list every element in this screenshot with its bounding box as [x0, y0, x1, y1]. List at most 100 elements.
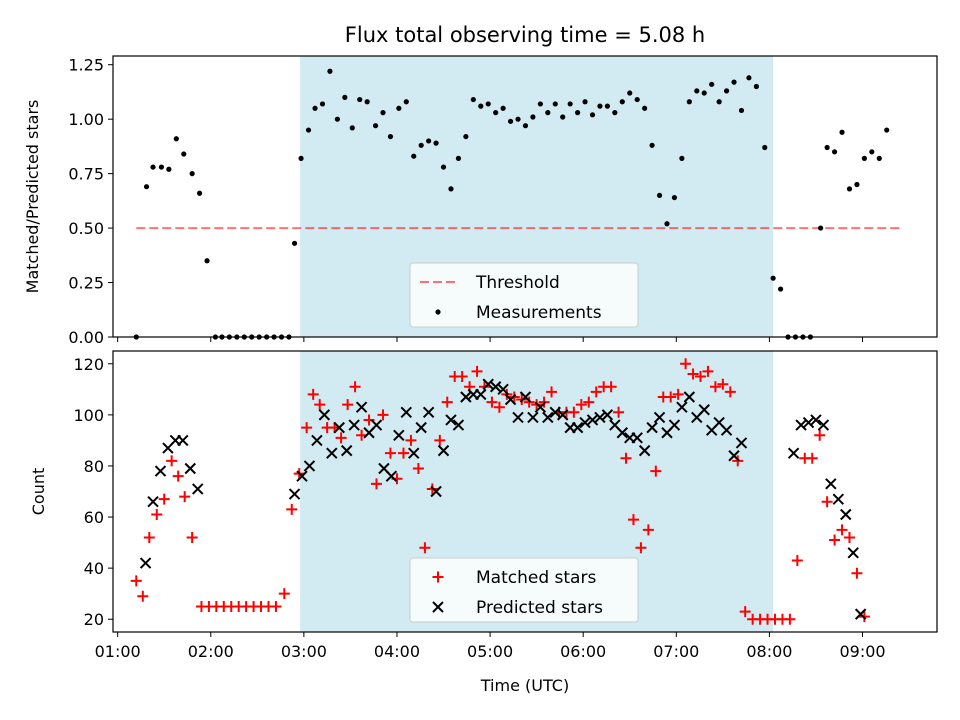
y-tick-label: 1.25: [68, 56, 104, 75]
data-point: [327, 68, 333, 74]
legend-box: [409, 557, 639, 623]
legend-marker: [435, 309, 441, 315]
data-point: [370, 478, 382, 490]
data-point: [646, 421, 658, 434]
data-point: [668, 419, 681, 431]
data-point: [196, 190, 203, 196]
data-point: [664, 221, 670, 227]
data-point: [158, 164, 165, 170]
data-point: [173, 136, 179, 142]
data-point: [334, 116, 340, 122]
data-point: [709, 81, 715, 87]
data-point: [326, 447, 338, 459]
data-point: [186, 531, 198, 543]
data-point: [504, 393, 517, 406]
data-point: [415, 421, 427, 434]
data-point: [397, 447, 409, 459]
data-point: [601, 409, 614, 421]
series-predicted-stars: [139, 378, 867, 620]
data-point: [426, 138, 432, 144]
data-point: [380, 110, 386, 116]
data-point: [612, 110, 618, 116]
legend-label: Threshold: [475, 273, 560, 293]
data-point: [512, 411, 524, 424]
data-point: [342, 94, 348, 100]
data-point: [405, 434, 417, 446]
x-tick-label: 04:00: [374, 642, 420, 661]
data-point: [403, 99, 409, 105]
data-point: [635, 542, 647, 554]
data-point: [437, 444, 450, 457]
data-point: [589, 112, 596, 118]
data-point: [393, 429, 405, 442]
data-point: [189, 171, 195, 177]
data-point: [560, 114, 566, 120]
data-point: [288, 488, 301, 500]
data-point: [278, 588, 290, 600]
y-tick-label: 80: [84, 457, 104, 476]
data-point: [594, 411, 606, 424]
data-point: [204, 258, 210, 264]
data-point: [687, 368, 699, 380]
data-point: [150, 164, 156, 170]
data-point: [616, 427, 629, 439]
legend-label: Matched stars: [476, 568, 596, 588]
data-point: [590, 386, 602, 398]
data-point: [448, 186, 454, 192]
data-point: [181, 151, 187, 157]
data-point: [818, 225, 824, 231]
x-tick-label: 08:00: [746, 642, 792, 661]
data-point: [832, 493, 845, 505]
data-point: [475, 388, 487, 401]
data-point: [542, 411, 554, 424]
data-point: [686, 99, 692, 105]
data-point: [534, 401, 547, 413]
x-axis-label: Time (UTC): [480, 676, 569, 695]
data-point: [777, 286, 784, 292]
y-axis-label: Matched/Predicted stars: [23, 100, 42, 294]
plot-frame: [112, 350, 938, 633]
data-point: [364, 99, 370, 105]
data-point: [701, 90, 707, 96]
data-point: [455, 155, 462, 161]
data-point: [340, 444, 353, 457]
x-tick-label: 06:00: [560, 642, 606, 661]
data-point: [869, 149, 875, 155]
y-tick-label: 0.50: [68, 219, 104, 238]
data-point: [500, 105, 506, 111]
data-point: [286, 503, 298, 515]
data-point: [679, 155, 685, 161]
data-point: [549, 406, 561, 419]
y-tick-label: 60: [84, 508, 104, 527]
chart-title: Flux total observing time = 5.08 h: [345, 23, 705, 47]
data-point: [303, 460, 316, 472]
data-point: [172, 470, 184, 482]
data-point: [166, 455, 178, 467]
data-point: [349, 125, 355, 131]
data-point: [486, 396, 498, 408]
data-point: [683, 391, 696, 403]
data-point: [489, 381, 502, 393]
data-point: [739, 606, 751, 618]
data-point: [307, 388, 319, 400]
data-point: [291, 240, 298, 246]
data-point: [672, 388, 684, 400]
x-tick-label: 02:00: [188, 642, 234, 661]
data-point: [567, 101, 573, 107]
data-point: [582, 99, 588, 105]
data-point: [653, 411, 666, 424]
data-point: [627, 514, 639, 526]
data-point: [305, 127, 312, 133]
data-point: [716, 99, 722, 105]
data-point: [723, 88, 730, 94]
data-point: [430, 485, 442, 498]
data-point: [333, 421, 345, 434]
x-tick-label: 07:00: [653, 642, 699, 661]
data-point: [575, 399, 587, 411]
data-point: [377, 409, 389, 421]
data-point: [408, 447, 420, 459]
data-point: [456, 371, 468, 383]
data-point: [583, 396, 595, 408]
data-point: [746, 75, 752, 81]
